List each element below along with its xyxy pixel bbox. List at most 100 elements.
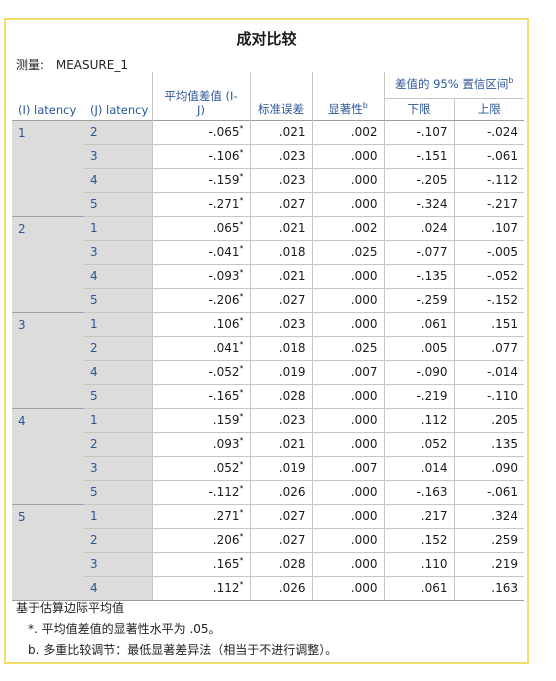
row-header-i: 2 xyxy=(12,215,84,312)
footnotes: 基于估算边际平均值 *. 平均值差值的显著性水平为 .05。 b. 多重比较调节… xyxy=(16,598,337,661)
mean-diff-value: -.106 xyxy=(208,149,240,163)
row-header-j: 5 xyxy=(84,480,152,505)
row-header-i: 5 xyxy=(12,503,84,601)
cell-std-error: .023 xyxy=(249,311,312,337)
mean-diff-value: -.271 xyxy=(208,197,240,211)
cell-std-error: .018 xyxy=(249,240,312,265)
cell-ci-lower: .061 xyxy=(383,311,454,337)
cell-mean-diff: -.271* xyxy=(151,192,250,217)
table-row: 3.052* .019.007.014.090 xyxy=(12,456,524,481)
mean-diff-value: .093 xyxy=(212,437,240,451)
cell-ci-upper: .107 xyxy=(453,215,524,241)
table-row: 5 -.271* .027.000 -.324 -.217 xyxy=(12,192,524,217)
significance-star: * xyxy=(239,292,244,301)
cell-ci-upper: .219 xyxy=(453,552,524,577)
mean-diff-value: -.165 xyxy=(208,389,240,403)
cell-significance: .000 xyxy=(311,503,384,529)
cell-mean-diff: .052* xyxy=(151,456,250,481)
table-row: 5 -.206* .027.000 -.259 -.152 xyxy=(12,288,524,313)
significance-star: * xyxy=(239,268,244,277)
pairwise-comparisons-table: (I) latency (J) latency 平均值差值 (I-J) 标准误差… xyxy=(12,72,524,601)
row-header-j: 5 xyxy=(84,192,152,217)
cell-mean-diff: .041* xyxy=(151,336,250,361)
cell-ci-lower: .112 xyxy=(383,407,454,433)
row-header-i: 3 xyxy=(12,311,84,408)
significance-star: * xyxy=(239,436,244,445)
row-header-j: 1 xyxy=(84,215,152,241)
cell-mean-diff: -.041* xyxy=(151,240,250,265)
table-row: 3 -.041* .018.025 -.077 -.005 xyxy=(12,240,524,265)
cell-ci-upper: .090 xyxy=(453,456,524,481)
row-header-j: 1 xyxy=(84,407,152,433)
cell-std-error: .027 xyxy=(249,503,312,529)
table-row: 2.206* .027.000.152.259 xyxy=(12,528,524,553)
mean-diff-value: .271 xyxy=(212,509,240,523)
row-header-j: 2 xyxy=(84,336,152,361)
cell-std-error: .019 xyxy=(249,360,312,385)
table-row: 5 -.112* .026.000 -.163 -.061 xyxy=(12,480,524,505)
cell-ci-lower: -.219 xyxy=(383,384,454,409)
cell-ci-upper: -.152 xyxy=(453,288,524,313)
header-ci-group: 差值的 95% 置信区间b xyxy=(383,72,524,99)
cell-significance: .025 xyxy=(311,240,384,265)
header-upper: 上限 xyxy=(453,98,524,121)
cell-significance: .000 xyxy=(311,552,384,577)
cell-std-error: .027 xyxy=(249,288,312,313)
cell-significance: .000 xyxy=(311,384,384,409)
header-mean-diff-text: 平均值差值 (I-J) xyxy=(164,88,238,117)
row-header-j: 1 xyxy=(84,503,152,529)
row-header-j: 4 xyxy=(84,576,152,601)
header-significance: 显著性b xyxy=(311,72,384,120)
mean-diff-value: -.065 xyxy=(208,125,240,139)
cell-mean-diff: -.106* xyxy=(151,144,250,169)
row-header-j: 2 xyxy=(84,119,152,145)
cell-mean-diff: .065* xyxy=(151,215,250,241)
cell-ci-upper: .163 xyxy=(453,576,524,601)
cell-significance: .000 xyxy=(311,480,384,505)
significance-star: * xyxy=(239,148,244,157)
cell-ci-upper: -.217 xyxy=(453,192,524,217)
row-header-j: 3 xyxy=(84,144,152,169)
table-row: 4.112* .026.000.061.163 xyxy=(12,576,524,601)
cell-std-error: .027 xyxy=(249,528,312,553)
cell-ci-lower: -.135 xyxy=(383,264,454,289)
mean-diff-value: .112 xyxy=(212,581,240,595)
significance-star: * xyxy=(239,508,244,517)
header-std-error: 标准误差 xyxy=(249,72,312,120)
header-sig-text: 显著性 xyxy=(328,101,363,116)
cell-significance: .000 xyxy=(311,528,384,553)
cell-std-error: .021 xyxy=(249,432,312,457)
header-row-1: (I) latency (J) latency 平均值差值 (I-J) 标准误差… xyxy=(12,72,524,120)
cell-ci-lower: -.259 xyxy=(383,288,454,313)
header-ci-text: 差值的 95% 置信区间 xyxy=(395,76,509,91)
significance-star: * xyxy=(239,172,244,181)
cell-significance: .000 xyxy=(311,407,384,433)
header-row-2: 下限 上限 xyxy=(12,98,524,121)
measure-line: 测量: MEASURE_1 xyxy=(16,56,128,73)
mean-diff-value: -.093 xyxy=(208,269,240,283)
header-j-latency: (J) latency xyxy=(90,102,149,117)
cell-mean-diff: -.159* xyxy=(151,168,250,193)
cell-significance: .000 xyxy=(311,192,384,217)
mean-diff-value: -.112 xyxy=(208,485,240,499)
cell-significance: .000 xyxy=(311,288,384,313)
cell-ci-upper: -.052 xyxy=(453,264,524,289)
cell-significance: .000 xyxy=(311,264,384,289)
footnote-b: b. 多重比较调节：最低显著差异法（相当于不进行调整）。 xyxy=(28,643,338,657)
cell-ci-lower: .024 xyxy=(383,215,454,241)
cell-significance: .000 xyxy=(311,144,384,169)
cell-ci-upper: .077 xyxy=(453,336,524,361)
mean-diff-value: -.159 xyxy=(208,173,240,187)
table-body: 1 2 -.065* .021.002 -.107 -.024 3 -.106* .023.00… xyxy=(12,119,524,601)
cell-ci-upper: .151 xyxy=(453,311,524,337)
cell-std-error: .021 xyxy=(249,264,312,289)
measure-value: MEASURE_1 xyxy=(55,58,128,72)
cell-ci-lower: .052 xyxy=(383,432,454,457)
row-header-i: 1 xyxy=(12,119,84,216)
table-row: 4 -.093* .021.000 -.135 -.052 xyxy=(12,264,524,289)
cell-std-error: .027 xyxy=(249,192,312,217)
table-row: 2.093* .021.000.052.135 xyxy=(12,432,524,457)
cell-mean-diff: .159* xyxy=(151,407,250,433)
significance-star: * xyxy=(239,412,244,421)
cell-std-error: .018 xyxy=(249,336,312,361)
